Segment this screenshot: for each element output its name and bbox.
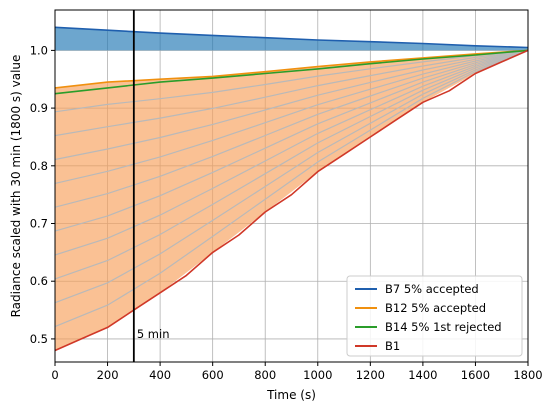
range-bands bbox=[55, 27, 528, 351]
y-tick-label: 0.7 bbox=[30, 217, 48, 231]
x-tick-label: 200 bbox=[97, 368, 119, 382]
y-tick-label: 0.6 bbox=[30, 274, 48, 288]
y-tick-label: 1.0 bbox=[30, 43, 48, 57]
axis-ticks: 0 200 400 600 800 1000 1200 1400 1600 1800 0.5 0.6 0… bbox=[30, 43, 543, 382]
legend: B7 5% accepted B12 5% accepted B14 5% 1st … bbox=[346, 275, 523, 357]
x-tick-label: 0 bbox=[51, 368, 58, 382]
legend-label: B12 5% accepted bbox=[385, 301, 486, 315]
legend-label: B1 bbox=[385, 339, 400, 353]
y-tick-label: 0.5 bbox=[30, 332, 48, 346]
x-tick-label: 1000 bbox=[303, 368, 332, 382]
range-band bbox=[55, 50, 528, 351]
legend-label: B14 5% 1st rejected bbox=[385, 320, 502, 334]
y-tick-label: 0.8 bbox=[30, 159, 48, 173]
x-tick-label: 400 bbox=[149, 368, 171, 382]
x-tick-label: 1600 bbox=[461, 368, 490, 382]
y-tick-label: 0.9 bbox=[30, 101, 48, 115]
x-tick-label: 800 bbox=[254, 368, 276, 382]
x-tick-label: 1800 bbox=[513, 368, 542, 382]
marker-label: 5 min bbox=[137, 327, 170, 341]
legend-label: B7 5% accepted bbox=[385, 282, 479, 296]
x-tick-label: 600 bbox=[202, 368, 224, 382]
range-band bbox=[55, 27, 528, 51]
legend-box bbox=[346, 275, 523, 357]
x-axis-label: Time (s) bbox=[266, 388, 316, 402]
y-axis-label: Radiance scaled with 30 min (1800 s) val… bbox=[9, 55, 23, 318]
vertical-marker: 5 min bbox=[132, 10, 170, 362]
plot-frame bbox=[54, 9, 529, 363]
x-tick-label: 1400 bbox=[408, 368, 437, 382]
x-tick-label: 1200 bbox=[356, 368, 385, 382]
